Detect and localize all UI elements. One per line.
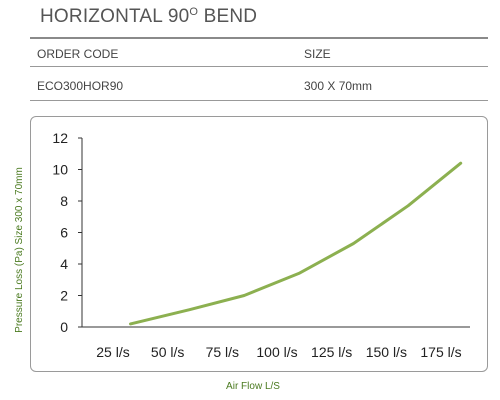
size-value: 300 X 70mm xyxy=(304,79,373,93)
chart-axes xyxy=(78,137,470,328)
y-tick-label: 2 xyxy=(60,288,68,304)
x-axis-label: Air Flow L/S xyxy=(226,381,280,392)
y-tick-label: 6 xyxy=(60,225,68,241)
page-title: HORIZONTAL 90O BEND xyxy=(40,6,258,27)
x-tick-label: 25 l/s xyxy=(96,344,129,360)
y-tick-label: 8 xyxy=(60,193,68,209)
x-tick-label: 125 l/s xyxy=(311,344,352,360)
pressure-loss-line xyxy=(129,161,463,326)
header-divider xyxy=(30,37,488,39)
order-code-value: ECO300HOR90 xyxy=(37,79,124,93)
order-code-header: ORDER CODE xyxy=(37,47,119,61)
y-tick-labels: 0 2 4 6 8 10 12 xyxy=(52,130,68,335)
x-tick-label: 150 l/s xyxy=(366,344,407,360)
y-tick-label: 0 xyxy=(60,319,68,335)
y-tick-label: 12 xyxy=(52,130,68,146)
table-divider xyxy=(30,66,488,67)
x-tick-label: 175 l/s xyxy=(420,344,461,360)
chart-frame xyxy=(30,116,488,372)
table-bottom-divider xyxy=(30,100,488,101)
size-header: SIZE xyxy=(304,47,331,61)
x-tick-labels: 25 l/s 50 l/s 75 l/s 100 l/s 125 l/s 150 l/s 1… xyxy=(96,344,461,360)
y-tick-label: 10 xyxy=(52,162,68,178)
y-tick-label: 4 xyxy=(60,256,68,272)
y-axis-label: Pressure Loss (Pa) Size 300 x 70mm xyxy=(14,167,25,333)
x-tick-label: 75 l/s xyxy=(206,344,239,360)
x-tick-label: 100 l/s xyxy=(256,344,297,360)
x-tick-label: 50 l/s xyxy=(151,344,184,360)
